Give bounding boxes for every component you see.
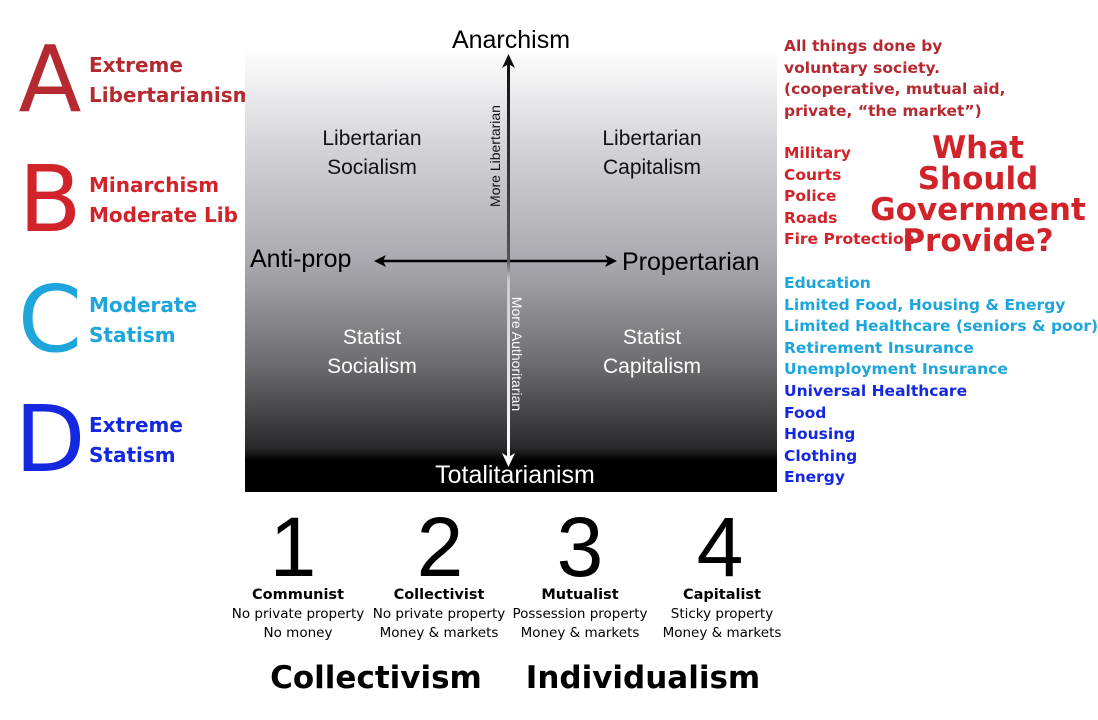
level-b-letter: B — [18, 146, 82, 253]
question-heading: What Should Government Provide? — [870, 130, 1086, 259]
level-d-label: Extreme Statism — [89, 413, 183, 467]
axis-label-more-authoritarian: More Authoritarian — [509, 296, 525, 412]
system-1-number: 1 — [269, 500, 317, 594]
level-a-label: Extreme Libertarianism — [89, 53, 254, 107]
level-d-letter: D — [14, 386, 86, 493]
horizontal-axis-arrow — [374, 255, 617, 267]
vertical-axis-arrow — [502, 54, 515, 467]
group-collectivism: Collectivism — [270, 660, 482, 696]
quadrant-libertarian-capitalism: Libertarian Capitalism — [602, 127, 702, 179]
quadrant-statist-capitalism: Statist Capitalism — [602, 326, 702, 378]
group-individualism: Individualism — [525, 660, 761, 696]
system-mutualist: Mutualist Possession property Money & mark… — [512, 587, 648, 641]
level-b-label: Minarchism Moderate Lib — [89, 173, 238, 227]
system-collectivist: Collectivist No private property Money & m… — [372, 587, 506, 641]
pole-bottom: Totalitarianism — [435, 461, 595, 489]
pole-top: Anarchism — [451, 26, 571, 54]
level-c-letter: C — [17, 266, 83, 373]
provisions-b: Military Courts Police Roads Fire Protection — [784, 144, 915, 248]
system-communist: Communist No private property No money — [231, 587, 365, 641]
quadrant-statist-socialism: Statist Socialism — [327, 326, 417, 378]
political-compass — [245, 48, 777, 492]
provisions-d: Universal Healthcare Food Housing Clothing E… — [784, 382, 968, 486]
level-c-label: Moderate Statism — [89, 293, 198, 347]
pole-right: Propertarian — [622, 248, 760, 276]
system-capitalist: Capitalist Sticky property Money & markets — [662, 587, 782, 641]
system-3-number: 3 — [556, 500, 604, 594]
system-4-number: 4 — [696, 500, 744, 594]
level-a-letter: A — [18, 26, 82, 133]
quadrant-libertarian-socialism: Libertarian Socialism — [322, 127, 422, 179]
provisions-a: All things done by voluntary society. (coo… — [784, 37, 1006, 120]
provisions-c: Education Limited Food, Housing & Energy L… — [784, 274, 1098, 378]
axis-label-more-libertarian: More Libertarian — [487, 105, 503, 207]
pole-left: Anti-prop — [250, 245, 352, 273]
system-2-number: 2 — [416, 500, 464, 594]
